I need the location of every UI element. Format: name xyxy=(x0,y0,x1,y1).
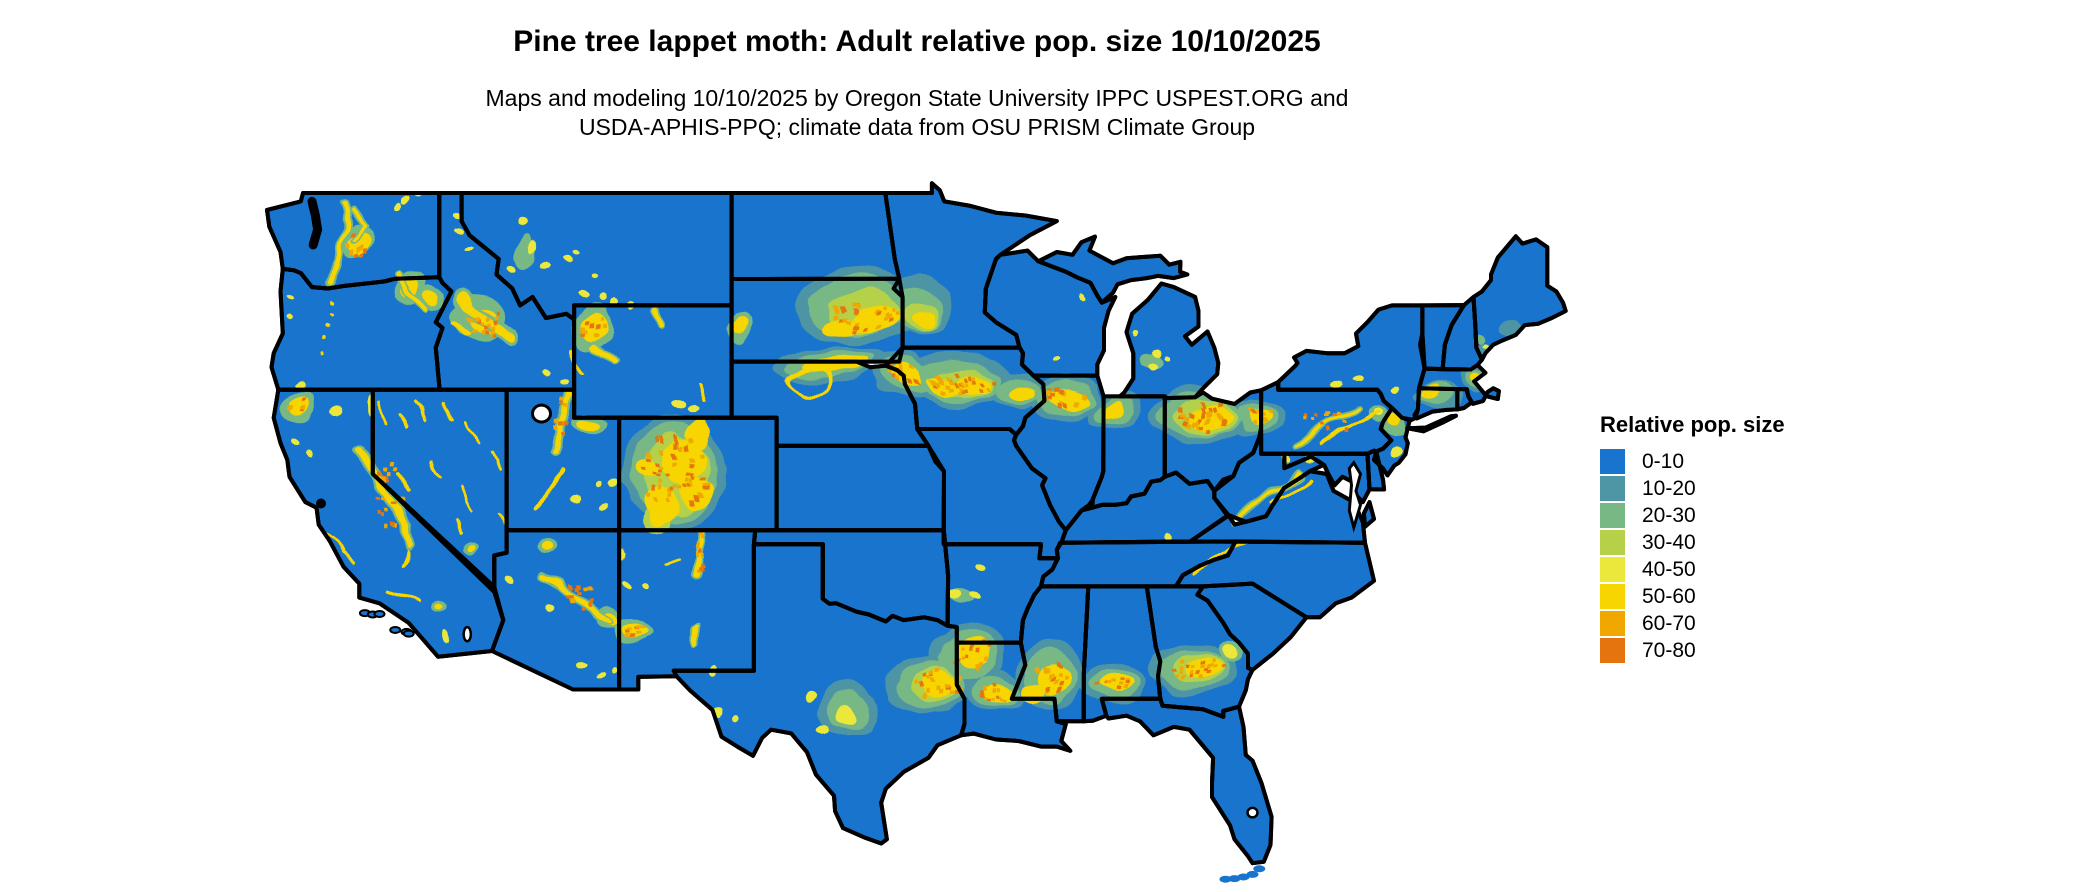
subtitle-line-1: Maps and modeling 10/10/2025 by Oregon S… xyxy=(485,85,1349,111)
legend-label: 40-50 xyxy=(1642,557,1696,581)
legend-label: 10-20 xyxy=(1642,476,1696,500)
legend-item: 30-40 xyxy=(1600,530,1785,555)
legend-label: 50-60 xyxy=(1642,584,1696,608)
legend-item: 20-30 xyxy=(1600,503,1785,528)
legend-label: 70-80 xyxy=(1642,638,1696,662)
legend-item: 60-70 xyxy=(1600,611,1785,636)
legend-item: 50-60 xyxy=(1600,584,1785,609)
legend-item: 0-10 xyxy=(1600,449,1785,474)
legend-label: 0-10 xyxy=(1642,449,1685,473)
legend-label: 20-30 xyxy=(1642,503,1696,527)
legend-swatch xyxy=(1600,530,1625,555)
legend-title: Relative pop. size xyxy=(1600,412,1785,437)
page-title: Pine tree lappet moth: Adult relative po… xyxy=(513,25,1321,58)
legend-swatch xyxy=(1600,584,1625,609)
legend-items: 0-10 10-20 20-30 30-40 40-50 50-60 60-70 70-80 xyxy=(1600,449,1785,663)
legend-swatch xyxy=(1600,449,1625,474)
legend-item: 70-80 xyxy=(1600,638,1785,663)
legend-swatch xyxy=(1600,611,1625,636)
legend-item: 10-20 xyxy=(1600,476,1785,501)
legend-item: 40-50 xyxy=(1600,557,1785,582)
legend-swatch xyxy=(1600,557,1625,582)
legend-swatch xyxy=(1600,638,1625,663)
page-subtitle: Maps and modeling 10/10/2025 by Oregon S… xyxy=(0,84,1834,142)
legend-swatch xyxy=(1600,503,1625,528)
state-borders xyxy=(265,181,1568,866)
legend-label: 30-40 xyxy=(1642,530,1696,554)
legend-swatch xyxy=(1600,476,1625,501)
subtitle-line-2: USDA-APHIS-PPQ; climate data from OSU PR… xyxy=(578,114,1256,140)
water-details xyxy=(307,196,1363,883)
legend: Relative pop. size 0-10 10-20 20-30 30-40 40… xyxy=(1600,412,1785,665)
legend-label: 60-70 xyxy=(1642,611,1696,635)
